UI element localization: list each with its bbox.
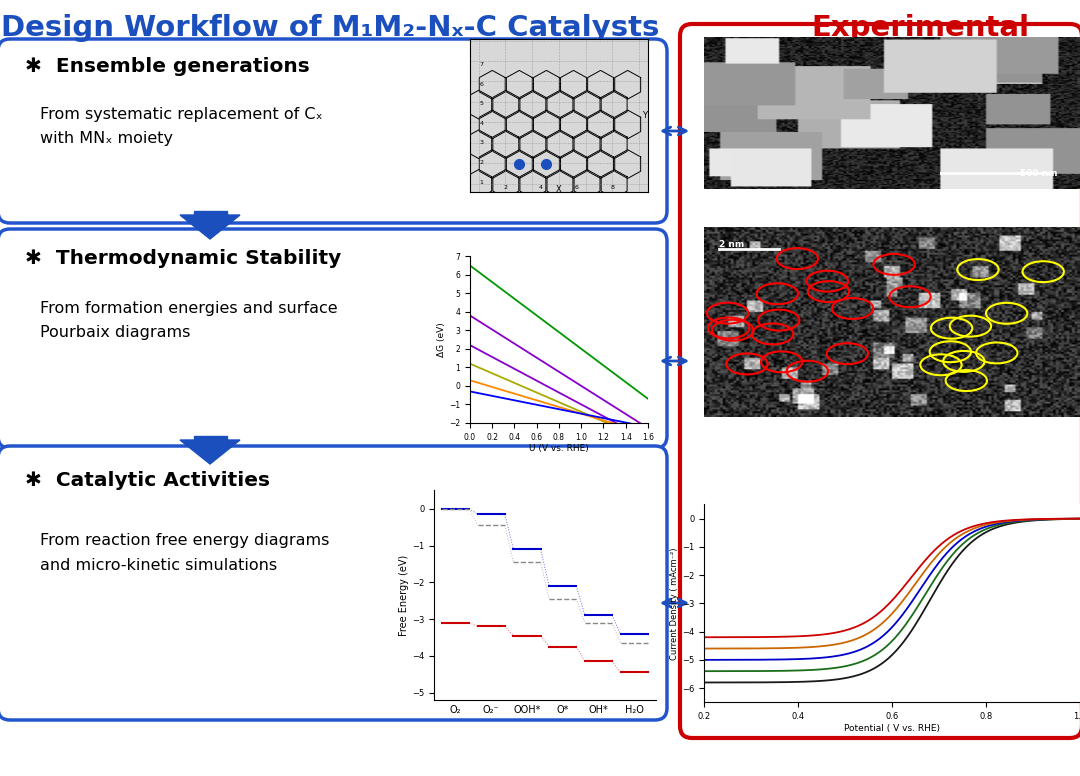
Text: 5: 5 <box>480 101 484 106</box>
X-axis label: U (V vs. RHE): U (V vs. RHE) <box>529 445 589 453</box>
Text: 6: 6 <box>480 81 484 87</box>
Y-axis label: Free Energy (eV): Free Energy (eV) <box>400 555 409 636</box>
Text: Synthesis: Synthesis <box>827 39 934 57</box>
Text: 6: 6 <box>575 185 579 190</box>
Polygon shape <box>193 436 227 440</box>
X-axis label: Potential ( V vs. RHE): Potential ( V vs. RHE) <box>845 724 940 733</box>
Text: ✱  Ensemble generations: ✱ Ensemble generations <box>25 57 310 75</box>
Text: 2 nm: 2 nm <box>719 240 744 249</box>
FancyBboxPatch shape <box>680 24 1080 738</box>
Text: From formation energies and surface: From formation energies and surface <box>40 302 338 317</box>
Text: and micro-kinetic simulations: and micro-kinetic simulations <box>40 557 278 573</box>
Text: 1: 1 <box>480 180 484 185</box>
Polygon shape <box>193 211 227 215</box>
Text: From systematic replacement of Cₓ: From systematic replacement of Cₓ <box>40 106 323 122</box>
Text: 7: 7 <box>480 62 484 67</box>
FancyBboxPatch shape <box>0 39 667 223</box>
FancyBboxPatch shape <box>0 229 667 448</box>
Text: Experimental: Experimental <box>811 14 1029 42</box>
Text: 500 nm: 500 nm <box>1020 169 1057 178</box>
Y-axis label: ΔG (eV): ΔG (eV) <box>437 322 446 357</box>
Text: Performance: Performance <box>810 518 951 538</box>
Text: 4: 4 <box>480 121 484 126</box>
Text: 2: 2 <box>480 160 484 165</box>
Polygon shape <box>180 440 240 464</box>
Text: with MNₓ moiety: with MNₓ moiety <box>40 130 173 146</box>
FancyBboxPatch shape <box>0 446 667 720</box>
Text: 2: 2 <box>503 185 508 190</box>
Text: 4: 4 <box>539 185 543 190</box>
Y-axis label: Current Density ( mAcm⁻²): Current Density ( mAcm⁻²) <box>671 547 679 660</box>
Text: ✱  Catalytic Activities: ✱ Catalytic Activities <box>25 472 270 490</box>
Polygon shape <box>180 215 240 239</box>
Text: 3: 3 <box>480 140 484 145</box>
Text: Design Workflow of M₁M₂-Nₓ-C Catalysts: Design Workflow of M₁M₂-Nₓ-C Catalysts <box>1 14 659 42</box>
Text: X: X <box>556 185 562 194</box>
Text: Characterization: Characterization <box>789 276 972 296</box>
Text: From reaction free energy diagrams: From reaction free energy diagrams <box>40 534 329 549</box>
Text: Pourbaix diagrams: Pourbaix diagrams <box>40 325 190 341</box>
Text: 8: 8 <box>610 185 615 190</box>
Text: Y: Y <box>642 111 647 120</box>
Text: ✱  Thermodynamic Stability: ✱ Thermodynamic Stability <box>25 250 341 268</box>
